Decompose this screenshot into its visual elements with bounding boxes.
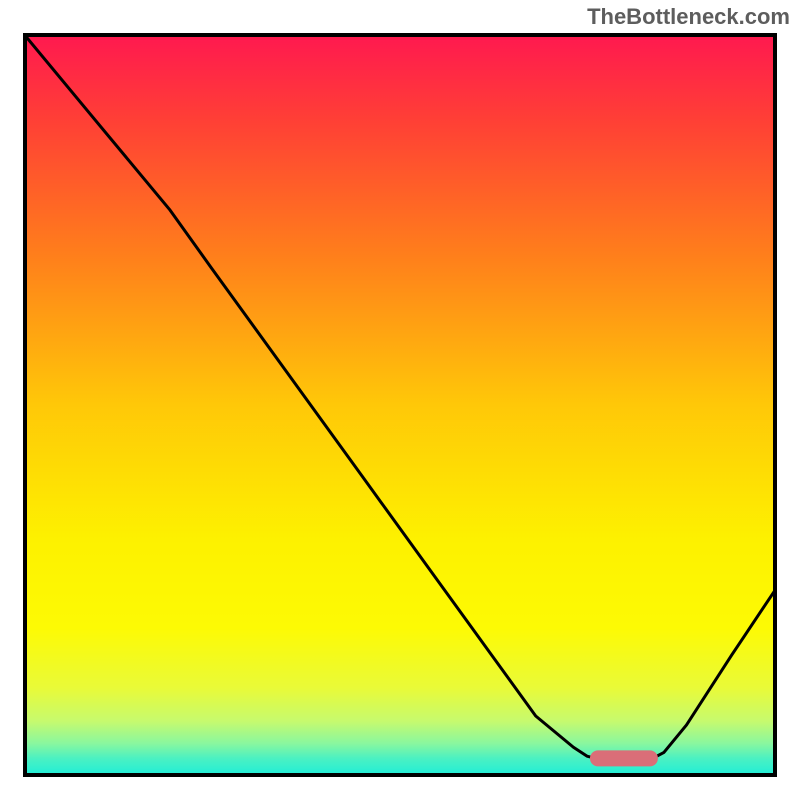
optimal-range-marker bbox=[590, 750, 658, 766]
plot-area bbox=[23, 33, 777, 777]
chart-svg bbox=[23, 33, 777, 777]
chart-container: TheBottleneck.com bbox=[0, 0, 800, 800]
watermark-text: TheBottleneck.com bbox=[587, 4, 790, 30]
chart-background bbox=[23, 33, 777, 777]
